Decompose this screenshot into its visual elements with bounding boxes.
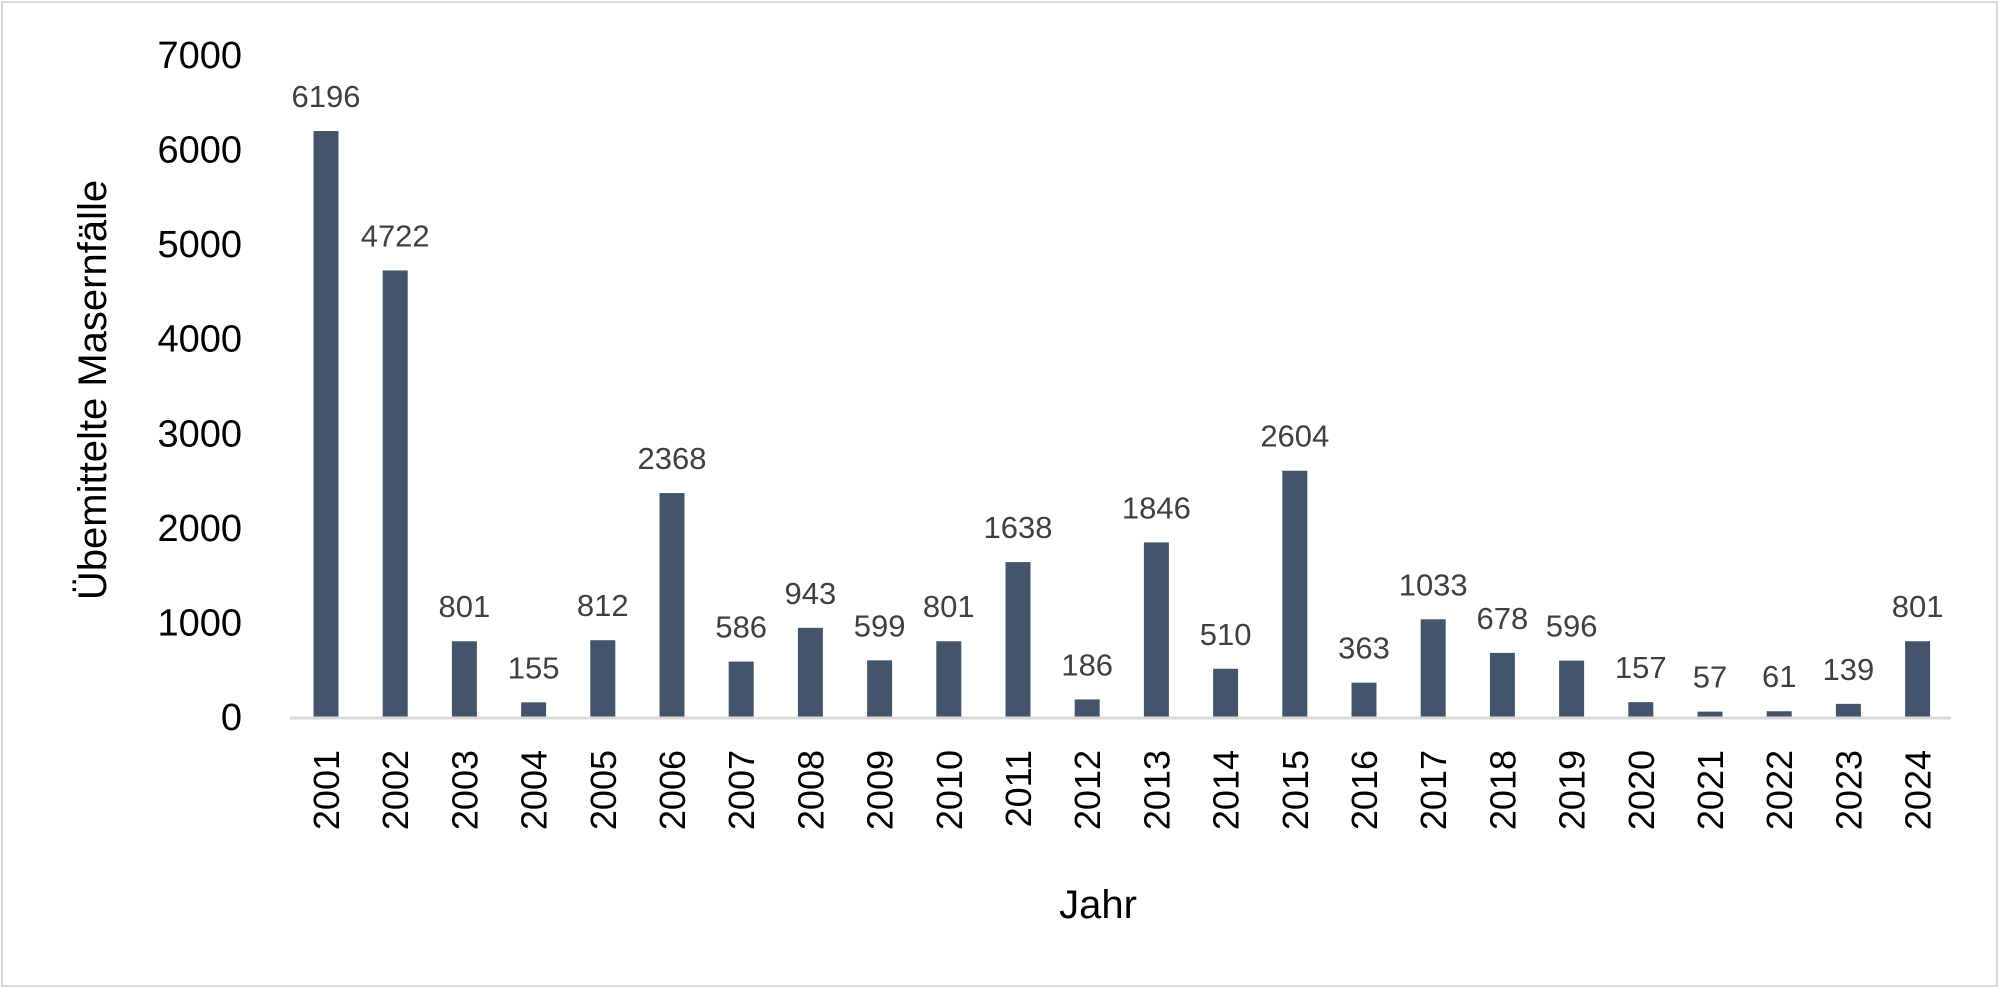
data-label-2019: 596 — [1546, 609, 1598, 644]
bar-2013 — [1143, 542, 1169, 717]
data-label-2012: 186 — [1061, 647, 1113, 682]
bar-2019 — [1559, 660, 1585, 717]
bar-2016 — [1351, 682, 1377, 717]
y-tick-label: 5000 — [157, 224, 242, 266]
bar-2010 — [936, 641, 962, 717]
bar-2002 — [382, 270, 408, 717]
data-label-2020: 157 — [1615, 650, 1667, 685]
x-tick-label-2002: 2002 — [375, 750, 416, 830]
data-label-2022: 61 — [1762, 659, 1796, 694]
bar-2004 — [521, 702, 547, 717]
bar-2014 — [1213, 668, 1239, 717]
x-tick-label-2021: 2021 — [1690, 750, 1731, 830]
data-label-2009: 599 — [854, 608, 906, 643]
bar-2024 — [1905, 641, 1931, 717]
x-tick-label-2017: 2017 — [1413, 750, 1454, 830]
x-tick-label-2023: 2023 — [1828, 750, 1869, 830]
data-label-2010: 801 — [923, 589, 975, 624]
x-tick-label-2014: 2014 — [1206, 750, 1247, 830]
data-label-2001: 6196 — [292, 79, 361, 114]
data-label-2004: 155 — [508, 650, 560, 685]
data-label-2005: 812 — [577, 588, 629, 623]
x-tick-label-2024: 2024 — [1898, 750, 1939, 830]
x-tick-label-2003: 2003 — [444, 750, 485, 830]
x-axis-ticks: 2001 2002 2003 2004 2005 2006 2007 2008 2009 2010… — [306, 750, 1939, 830]
bar-2006 — [659, 493, 685, 717]
data-label-2013: 1846 — [1122, 490, 1191, 525]
x-tick-label-2004: 2004 — [514, 750, 555, 830]
data-label-2023: 139 — [1823, 652, 1875, 687]
bar-2005 — [590, 640, 616, 717]
data-labels: 6196 4722 801 155 812 2368 586 943 599 801 1638 186… — [292, 79, 1944, 695]
x-tick-label-2005: 2005 — [583, 750, 624, 830]
data-label-2021: 57 — [1693, 660, 1727, 695]
bar-2021 — [1697, 711, 1723, 717]
bar-2001 — [313, 131, 339, 718]
x-tick-label-2018: 2018 — [1482, 750, 1523, 830]
bar-2023 — [1835, 703, 1861, 717]
data-label-2018: 678 — [1477, 601, 1529, 636]
x-tick-label-2008: 2008 — [790, 750, 831, 830]
y-tick-label: 3000 — [157, 413, 242, 455]
bar-2003 — [451, 641, 477, 717]
y-tick-label: 1000 — [157, 602, 242, 644]
y-tick-label: 4000 — [157, 319, 242, 361]
bars — [313, 131, 1931, 718]
data-label-2003: 801 — [439, 589, 491, 624]
data-label-2006: 2368 — [638, 441, 707, 476]
x-tick-label-2001: 2001 — [306, 750, 347, 830]
x-tick-label-2007: 2007 — [721, 750, 762, 830]
y-axis-title: Übemittelte Masernfälle — [71, 180, 115, 600]
y-tick-label: 7000 — [157, 35, 242, 77]
x-tick-label-2010: 2010 — [929, 750, 970, 830]
x-tick-label-2011: 2011 — [998, 750, 1039, 827]
x-tick-label-2012: 2012 — [1067, 750, 1108, 830]
bar-2017 — [1420, 619, 1446, 717]
x-tick-label-2006: 2006 — [652, 750, 693, 830]
bar-2022 — [1766, 711, 1792, 717]
bar-2007 — [728, 661, 754, 717]
x-axis-title: Jahr — [1059, 883, 1137, 927]
y-tick-label: 0 — [221, 697, 242, 739]
bar-2011 — [1005, 562, 1031, 717]
data-label-2002: 4722 — [361, 218, 430, 253]
y-tick-label: 2000 — [157, 508, 242, 550]
data-label-2016: 363 — [1338, 631, 1390, 666]
data-label-2014: 510 — [1200, 617, 1252, 652]
data-label-2015: 2604 — [1260, 419, 1329, 454]
x-tick-label-2022: 2022 — [1759, 750, 1800, 830]
bar-2009 — [867, 660, 893, 717]
bar-2020 — [1628, 702, 1654, 717]
x-tick-label-2013: 2013 — [1136, 750, 1177, 830]
x-tick-label-2020: 2020 — [1621, 750, 1662, 830]
x-tick-label-2019: 2019 — [1552, 750, 1593, 830]
y-tick-label: 6000 — [157, 130, 242, 172]
bar-2015 — [1282, 470, 1308, 717]
x-tick-label-2016: 2016 — [1344, 750, 1385, 830]
y-axis-ticks: 0 1000 2000 3000 4000 5000 6000 7000 — [157, 35, 242, 739]
bar-2018 — [1489, 652, 1515, 717]
bar-2012 — [1074, 699, 1100, 717]
x-tick-label-2009: 2009 — [860, 750, 901, 830]
data-label-2008: 943 — [785, 576, 837, 611]
data-label-2011: 1638 — [984, 510, 1053, 545]
data-label-2024: 801 — [1892, 589, 1944, 624]
x-tick-label-2015: 2015 — [1275, 750, 1316, 830]
data-label-2007: 586 — [715, 610, 767, 645]
data-label-2017: 1033 — [1399, 567, 1468, 602]
bar-2008 — [797, 627, 823, 717]
